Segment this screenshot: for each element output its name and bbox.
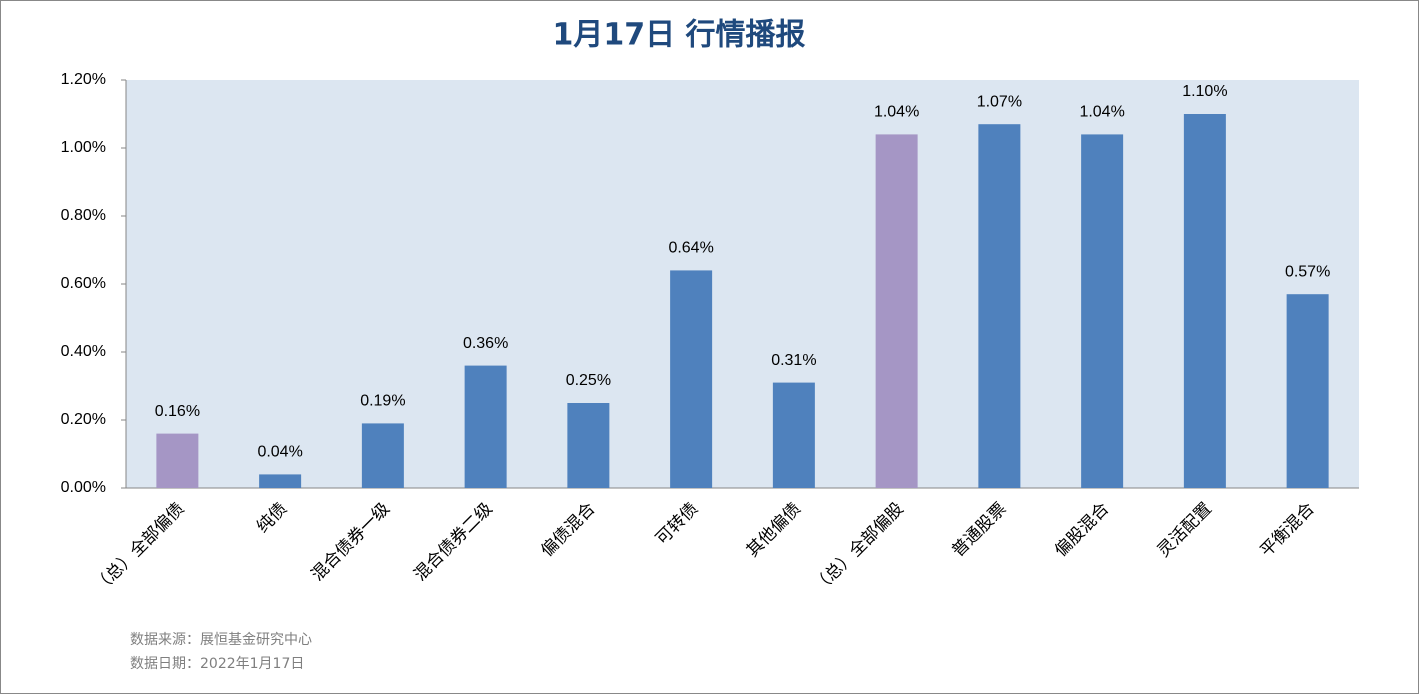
bar [978, 124, 1021, 488]
bar [875, 134, 918, 488]
value-label: 0.16% [155, 403, 200, 420]
y-tick-label: 0.00% [61, 479, 106, 496]
date-note: 数据日期：2022年1月17日 [130, 656, 304, 672]
chart-title: 1月17日 行情播报 [552, 18, 805, 53]
bar [1183, 114, 1226, 488]
y-tick-label: 1.20% [61, 71, 106, 88]
bar [156, 433, 199, 488]
value-label: 0.25% [566, 372, 611, 389]
bar [464, 365, 507, 488]
value-label: 1.04% [874, 104, 919, 121]
y-tick-label: 0.60% [61, 275, 106, 292]
bar [1081, 134, 1124, 488]
value-label: 0.04% [257, 444, 302, 461]
bar [567, 403, 610, 488]
bar [772, 382, 815, 488]
bar [670, 270, 713, 488]
y-tick-label: 0.20% [61, 411, 106, 428]
y-tick-label: 0.40% [61, 343, 106, 360]
bar [361, 423, 404, 488]
bar [259, 474, 302, 488]
value-label: 1.04% [1079, 104, 1124, 121]
source-note: 数据来源：展恒基金研究中心 [130, 631, 312, 648]
plot-area [126, 80, 1359, 488]
bar [1286, 294, 1329, 488]
value-label: 0.64% [668, 240, 713, 257]
value-label: 0.31% [771, 352, 816, 369]
value-label: 1.07% [977, 93, 1022, 110]
value-label: 0.19% [360, 393, 405, 410]
value-label: 0.36% [463, 335, 508, 352]
y-tick-label: 1.00% [61, 139, 106, 156]
value-label: 0.57% [1285, 263, 1330, 280]
y-tick-label: 0.80% [61, 207, 106, 224]
value-label: 1.10% [1182, 83, 1227, 100]
